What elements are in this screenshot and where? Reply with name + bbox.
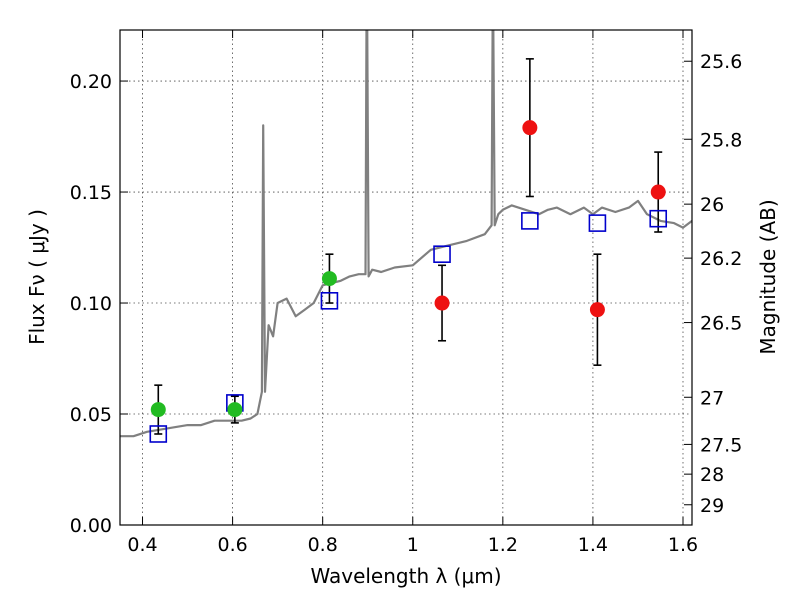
- x-axis-label: Wavelength λ (μm): [310, 564, 501, 588]
- plot-frame: [119, 29, 693, 526]
- x-tick-label: 1: [407, 534, 419, 556]
- mag-tick-label: 28: [700, 464, 724, 486]
- mag-tick-label: 25.6: [700, 51, 742, 73]
- mag-tick-label: 25.8: [700, 129, 742, 151]
- y-axis-label: Flux Fν ( μJy ): [25, 209, 49, 345]
- observed-photometry-points: [150, 120, 666, 418]
- x-tick-label: 0.6: [217, 534, 247, 556]
- y-tick-label: 0.00: [70, 515, 112, 537]
- mag-tick-label: 27: [700, 387, 724, 409]
- nir-observed-point: [434, 295, 450, 311]
- mag-tick-label: 26.2: [700, 248, 742, 270]
- mag-tick-label: 27.5: [700, 434, 742, 456]
- model-photometry-square: [588, 214, 607, 232]
- optical-observed-point: [321, 271, 337, 287]
- optical-observed-point: [150, 402, 166, 418]
- y-tick-label: 0.10: [70, 293, 112, 315]
- model-spectrum-line: [120, 30, 692, 438]
- model-photometry-square: [521, 212, 539, 230]
- model-photometry-square: [649, 209, 668, 228]
- y-tick-label: 0.15: [70, 182, 112, 204]
- nir-observed-point: [589, 302, 605, 318]
- x-tick-label: 1.6: [668, 534, 698, 556]
- x-tick-label: 0.4: [127, 534, 157, 556]
- model-photometry-square: [433, 245, 451, 263]
- x-tick-label: 1.4: [578, 534, 608, 556]
- mag-tick-label: 26.5: [700, 313, 742, 335]
- mag-tick-label: 29: [700, 495, 724, 517]
- optical-observed-point: [227, 402, 243, 418]
- plot-background: [120, 30, 692, 525]
- model-photometry-square: [320, 292, 339, 310]
- nir-observed-point: [522, 120, 538, 136]
- y-tick-label: 0.05: [70, 404, 112, 426]
- y-tick-label: 0.20: [70, 71, 112, 93]
- model-photometry-square: [149, 425, 168, 443]
- right-axis-label: Magnitude (AB): [756, 199, 780, 354]
- grid-lines: [120, 30, 692, 525]
- x-tick-label: 1.2: [488, 534, 518, 556]
- x-tick-label: 0.8: [308, 534, 338, 556]
- axis-ticks: 0.4 0.6 0.8 1 1.2 1.4 1.6 0.00 0.05 0.10 0.15 0.20 2…: [70, 30, 742, 556]
- nir-observed-point: [650, 184, 666, 200]
- model-spectrum-layer: [120, 30, 692, 438]
- mag-tick-label: 26: [700, 194, 724, 216]
